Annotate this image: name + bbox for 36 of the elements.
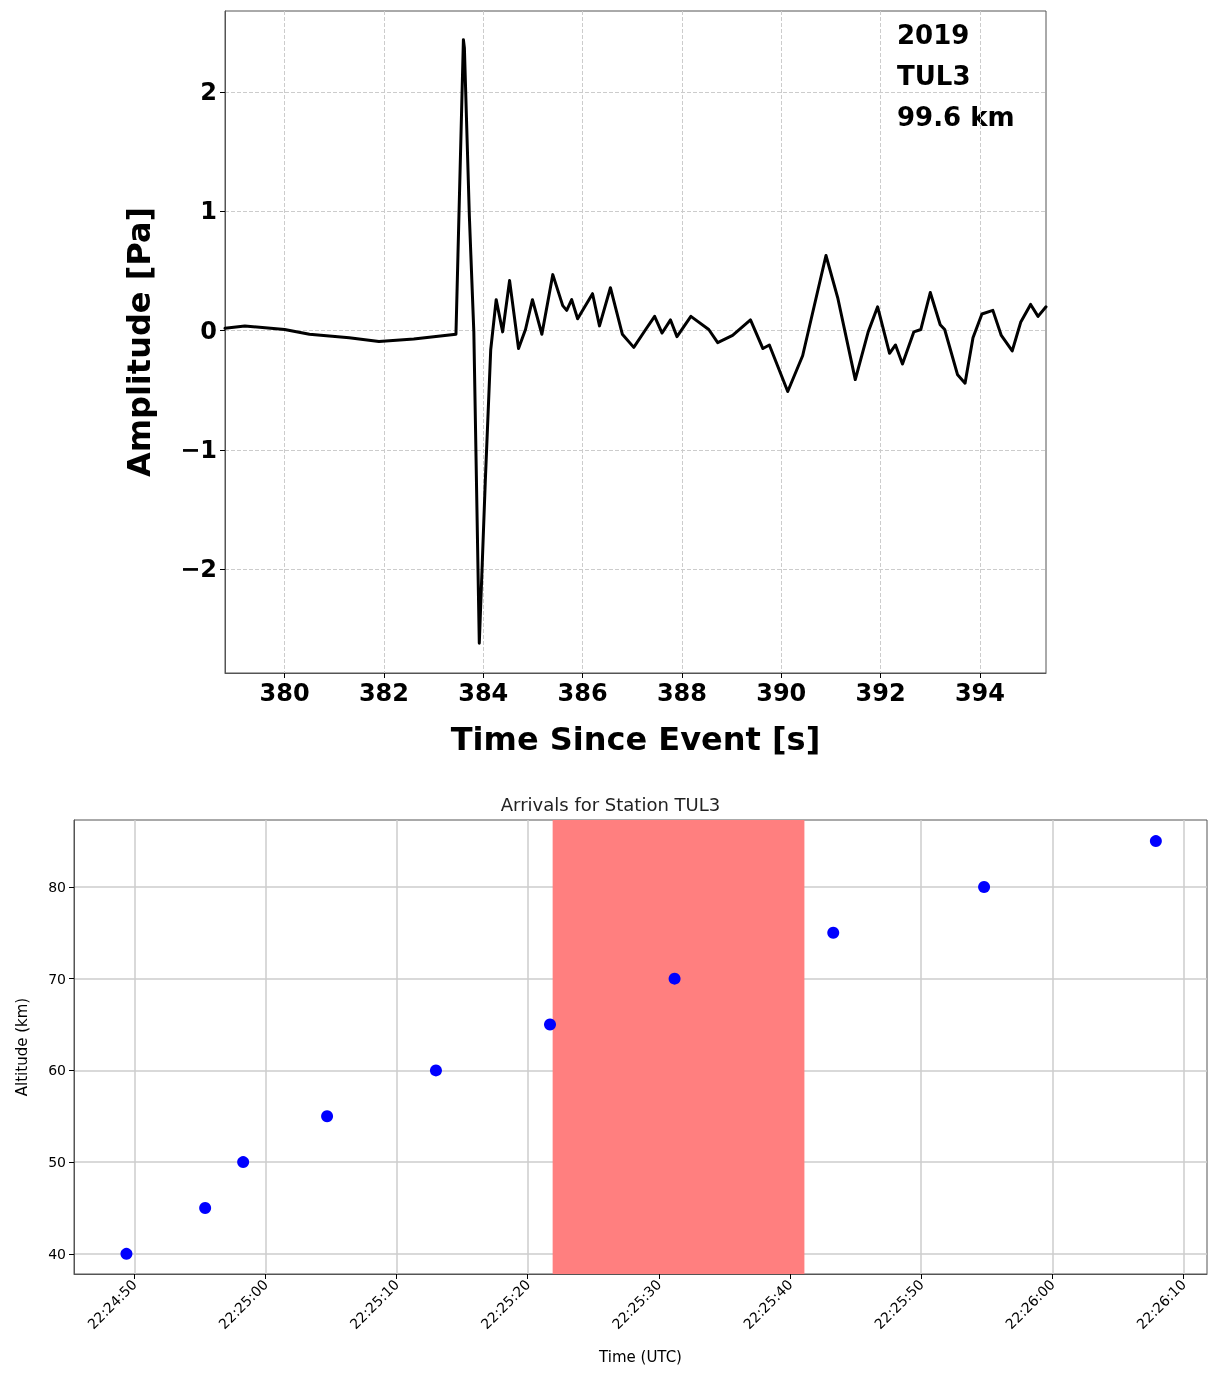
x-tick-label: 392 xyxy=(855,679,906,707)
x-axis-title: Time Since Event [s] xyxy=(450,720,821,758)
point xyxy=(668,972,681,985)
x-tick-label: 394 xyxy=(954,679,1005,707)
chart-title: Arrivals for Station TUL3 xyxy=(500,793,721,815)
y-tick-label: −2 xyxy=(180,555,217,584)
annotation: 99.6 km xyxy=(897,102,1015,132)
point xyxy=(827,926,840,939)
x-tick-label: 380 xyxy=(259,679,310,707)
annotation: TUL3 xyxy=(897,61,971,91)
y-tick-label: 80 xyxy=(48,878,66,895)
x-tick-label: 384 xyxy=(458,679,509,707)
x-axis-title: Time (UTC) xyxy=(598,1347,682,1366)
x-tick-label: 388 xyxy=(656,679,707,707)
y-tick-label: −1 xyxy=(180,435,217,464)
point xyxy=(544,1018,556,1031)
y-axis-title: Altitude (km) xyxy=(12,997,31,1097)
point xyxy=(978,880,991,893)
y-tick-label: 50 xyxy=(48,1154,66,1171)
annotation: 2019 xyxy=(897,20,970,50)
point xyxy=(237,1156,250,1169)
y-tick-label: 0 xyxy=(200,316,217,345)
y-tick-label: 40 xyxy=(48,1245,66,1262)
point xyxy=(429,1064,442,1077)
point xyxy=(120,1247,133,1260)
y-tick-label: 60 xyxy=(48,1062,66,1079)
x-tick-label: 390 xyxy=(756,679,807,707)
y-tick-label: 1 xyxy=(200,197,217,226)
x-tick-label: 382 xyxy=(358,679,409,707)
point xyxy=(1149,835,1162,848)
x-tick-label: 386 xyxy=(557,679,608,707)
y-axis-title: Amplitude [Pa] xyxy=(120,206,158,478)
point xyxy=(199,1201,212,1214)
y-tick-label: 70 xyxy=(48,970,66,987)
point xyxy=(321,1110,334,1123)
y-tick-label: 2 xyxy=(200,78,217,107)
